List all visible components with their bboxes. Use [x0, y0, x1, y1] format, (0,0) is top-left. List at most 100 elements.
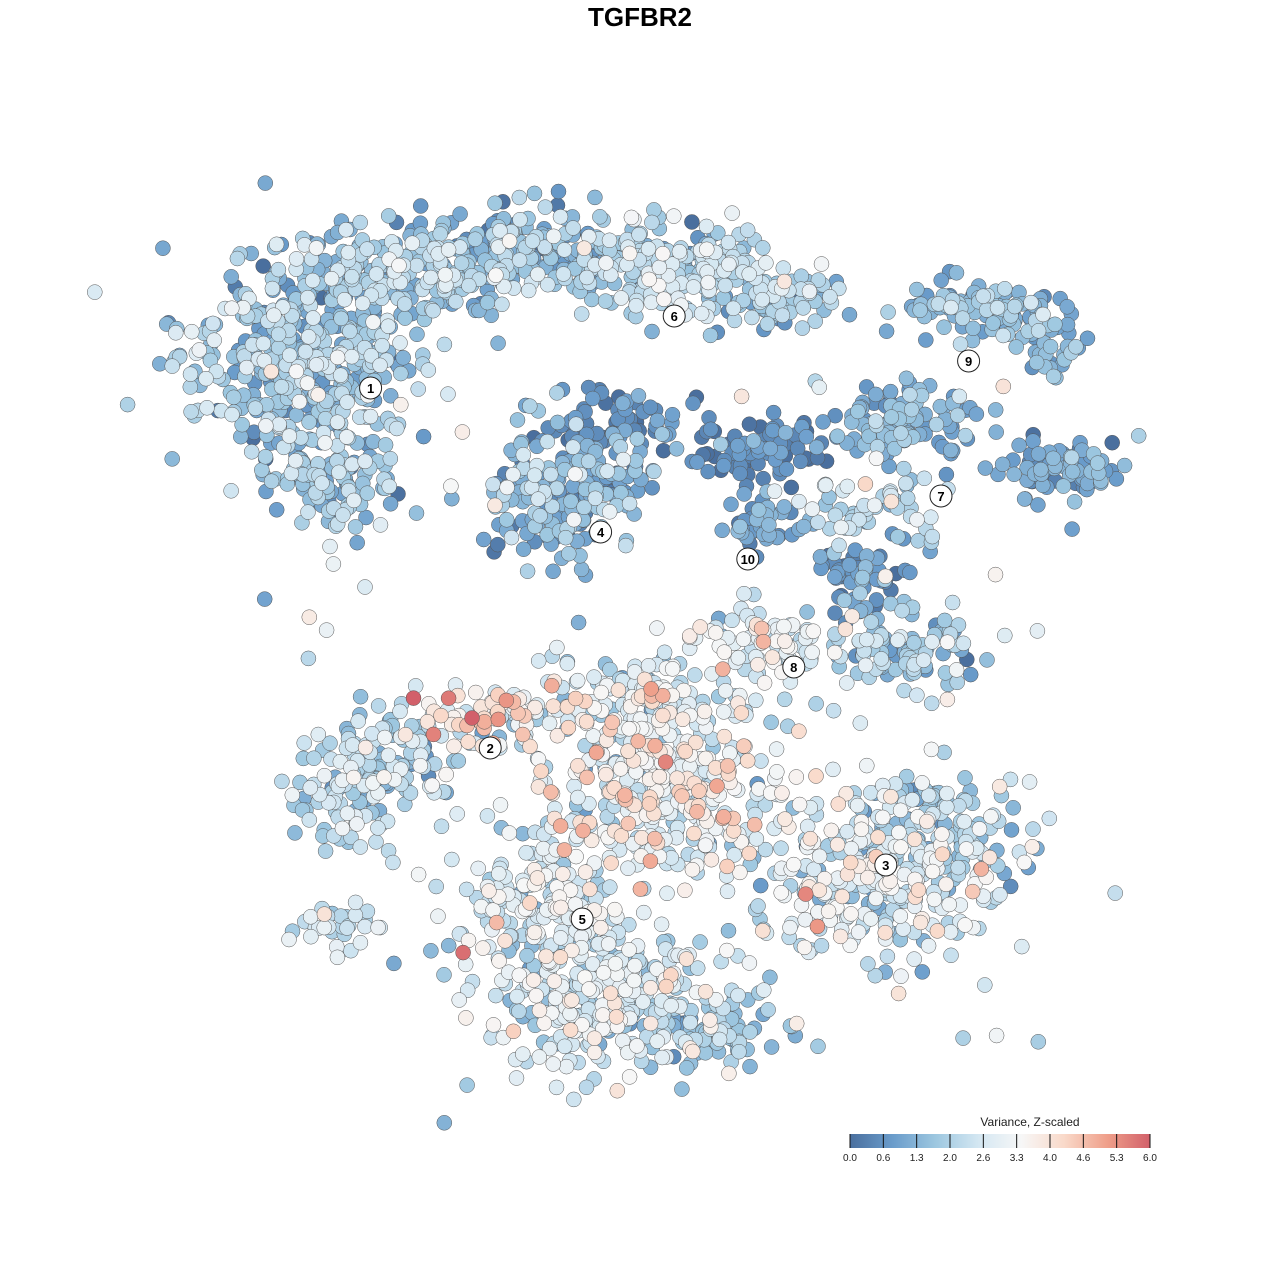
scatter-point — [906, 635, 922, 651]
scatter-point — [720, 234, 737, 251]
scatter-point — [721, 256, 737, 273]
scatter-point — [258, 418, 274, 434]
scatter-point — [475, 940, 491, 956]
scatter-point — [344, 737, 361, 753]
scatter-point — [810, 514, 826, 531]
scatter-point — [565, 439, 581, 455]
scatter-point — [1033, 461, 1049, 478]
scatter-point — [381, 478, 397, 495]
scatter-point — [582, 881, 598, 897]
scatter-point — [776, 618, 792, 635]
scatter-point — [459, 1077, 475, 1093]
scatter-point — [424, 777, 440, 794]
scatter-point — [634, 830, 650, 846]
scatter-point — [852, 715, 869, 731]
scatter-point — [763, 1039, 780, 1055]
scatter-point — [475, 531, 492, 548]
scatter-point — [766, 483, 783, 499]
scatter-point — [642, 399, 659, 415]
scatter-point — [788, 1015, 805, 1032]
scatter-point — [519, 563, 536, 579]
scatter-point — [755, 470, 771, 487]
scatter-point — [567, 466, 583, 482]
scatter-point — [329, 949, 346, 966]
scatter-point — [581, 981, 597, 997]
scatter-point — [641, 271, 657, 288]
scatter-point — [1079, 330, 1096, 347]
scatter-point — [552, 818, 569, 834]
scatter-point — [382, 450, 399, 467]
scatter-point — [198, 370, 214, 387]
scatter-point — [721, 1065, 737, 1082]
scatter-point — [323, 270, 340, 287]
scatter-point — [586, 1030, 603, 1046]
scatter-point — [647, 738, 663, 754]
scatter-point — [823, 822, 840, 839]
scatter-point — [206, 332, 222, 348]
scatter-point — [281, 931, 297, 948]
scatter-point — [924, 863, 941, 880]
scatter-point — [709, 778, 725, 794]
scatter-point — [423, 269, 439, 286]
scatter-point — [515, 541, 532, 557]
scatter-point — [225, 389, 242, 406]
scatter-point — [863, 911, 879, 927]
scatter-point — [423, 943, 439, 959]
scatter-point — [768, 741, 785, 757]
scatter-point — [357, 579, 373, 595]
scatter-point — [301, 812, 318, 828]
scatter-point — [892, 908, 909, 924]
scatter-point — [584, 390, 601, 407]
scatter-point — [883, 788, 899, 805]
scatter-point — [811, 848, 828, 865]
scatter-point — [183, 404, 199, 420]
scatter-point — [1030, 497, 1046, 513]
scatter-point — [936, 319, 952, 335]
scatter-point — [951, 388, 968, 405]
scatter-point — [479, 808, 496, 824]
scatter-point — [412, 198, 429, 214]
scatter-point — [205, 315, 221, 332]
scatter-point — [357, 918, 373, 935]
scatter-point — [839, 478, 856, 495]
colorbar-tick-label: 0.6 — [876, 1153, 891, 1164]
scatter-point — [716, 644, 733, 660]
scatter-point — [487, 497, 503, 514]
scatter-point — [558, 1058, 575, 1075]
scatter-point — [879, 948, 896, 965]
scatter-point — [883, 493, 900, 510]
cluster-label-text: 4 — [597, 525, 605, 540]
scatter-point — [730, 650, 747, 666]
scatter-point — [1028, 354, 1045, 371]
scatter-point — [685, 1043, 701, 1060]
scatter-point — [750, 898, 766, 914]
scatter-point — [344, 348, 360, 365]
scatter-point — [380, 747, 397, 764]
scatter-point — [934, 846, 951, 862]
scatter-point — [487, 195, 503, 211]
scatter-point — [748, 692, 764, 709]
scatter-point — [184, 323, 200, 340]
scatter-point — [577, 864, 594, 880]
scatter-point — [612, 761, 629, 777]
scatter-point — [798, 429, 815, 445]
cluster-label-10: 10 — [736, 547, 760, 571]
scatter-point — [268, 502, 285, 518]
scatter-point — [755, 240, 771, 256]
scatter-point — [458, 1010, 474, 1026]
scatter-point — [739, 222, 756, 238]
scatter-point — [805, 623, 822, 639]
scatter-point — [569, 672, 586, 689]
scatter-point — [1055, 478, 1072, 494]
scatter-point — [777, 633, 793, 649]
scatter-point — [1025, 821, 1041, 837]
scatter-point — [627, 957, 643, 974]
scatter-point — [919, 813, 935, 830]
scatter-point — [446, 738, 462, 755]
cluster-label-text: 8 — [790, 660, 797, 675]
legend-title: Variance, Z-scaled — [980, 1115, 1080, 1129]
scatter-point — [808, 768, 824, 784]
scatter-point — [748, 831, 765, 847]
scatter-point — [587, 189, 603, 206]
scatter-point — [741, 266, 757, 282]
